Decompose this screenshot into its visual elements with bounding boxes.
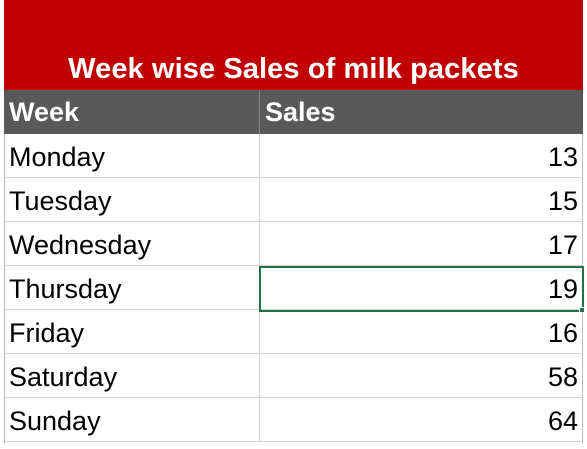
header-row: Week Sales	[4, 90, 583, 134]
table-right-border	[582, 134, 583, 444]
table-row: Wednesday 17	[4, 222, 583, 266]
table-row: Tuesday 15	[4, 178, 583, 222]
week-cell[interactable]: Friday	[4, 310, 260, 354]
table-row: Saturday 58	[4, 354, 583, 398]
week-cell[interactable]: Monday	[4, 134, 260, 178]
spreadsheet-grid: Week wise Sales of milk packets Week Sal…	[4, 0, 585, 446]
table-left-border	[4, 134, 5, 444]
week-cell[interactable]: Tuesday	[4, 178, 260, 222]
sales-cell[interactable]: 13	[547, 142, 578, 172]
table-row: Friday 16	[4, 310, 583, 354]
week-cell[interactable]: Wednesday	[4, 222, 260, 266]
table-body: Monday 13 Tuesday 15 Wednesday 17 Thursd…	[4, 134, 583, 442]
fill-handle[interactable]	[579, 307, 585, 313]
sales-cell-selected[interactable]: 19	[547, 274, 578, 304]
week-cell[interactable]: Thursday	[4, 266, 260, 310]
sales-cell[interactable]: 16	[547, 318, 578, 348]
sales-cell[interactable]: 15	[547, 186, 578, 216]
table-title: Week wise Sales of milk packets	[68, 53, 519, 85]
week-cell[interactable]: Saturday	[4, 354, 260, 398]
title-cell[interactable]: Week wise Sales of milk packets	[4, 0, 583, 90]
week-cell[interactable]: Sunday	[4, 398, 260, 442]
column-header-sales[interactable]: Sales	[265, 97, 336, 127]
table-row: Monday 13	[4, 134, 583, 178]
sales-cell[interactable]: 64	[547, 406, 578, 436]
table-row: Thursday 19	[4, 266, 583, 310]
column-header-week[interactable]: Week	[4, 90, 260, 134]
sales-cell[interactable]: 17	[547, 230, 578, 260]
sales-cell[interactable]: 58	[547, 362, 578, 392]
table-row: Sunday 64	[4, 398, 583, 442]
